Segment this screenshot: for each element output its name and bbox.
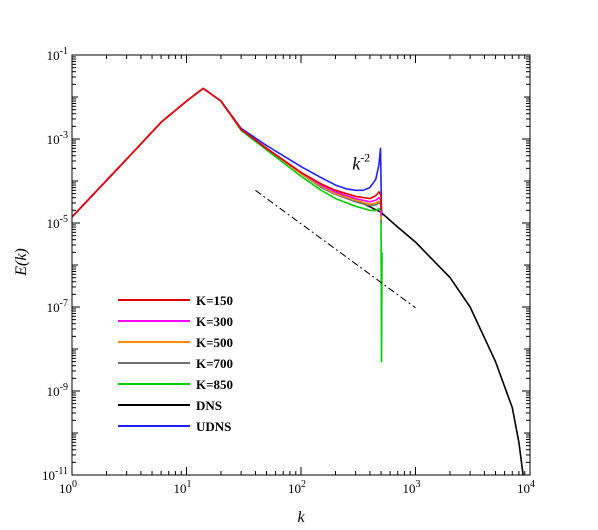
x-tick-label-exponent: 3 xyxy=(416,479,421,490)
slope-annotation-exponent: -2 xyxy=(360,150,370,164)
x-tick-label-base: 10 xyxy=(403,481,416,496)
legend-label-k-850: K=850 xyxy=(196,377,233,392)
slope-annotation-base: k xyxy=(352,153,361,173)
y-axis-label: E(k) xyxy=(13,248,30,277)
legend-label-k-700: K=700 xyxy=(196,356,233,371)
slope-reference-line xyxy=(255,189,416,309)
legend-label-udns: UDNS xyxy=(196,419,231,434)
y-tick-label-base: 10 xyxy=(42,468,55,483)
y-tick-label: 10-11 xyxy=(42,466,68,483)
x-axis-tick-labels: 100 101 102 103 104 xyxy=(59,479,535,496)
y-tick-label: 10-9 xyxy=(47,382,68,399)
x-tick-label-base: 10 xyxy=(174,481,187,496)
y-tick-label-exponent: -9 xyxy=(60,382,68,393)
legend-label-k-300: K=300 xyxy=(196,314,233,329)
y-tick-label: 10-5 xyxy=(47,214,68,231)
x-axis-ticks xyxy=(71,55,526,475)
y-tick-label: 10-7 xyxy=(47,298,68,315)
x-tick-label-exponent: 2 xyxy=(301,479,306,490)
plot-frame xyxy=(71,54,531,476)
series-lines xyxy=(71,87,524,476)
x-tick-label-base: 10 xyxy=(517,481,530,496)
slope-annotation: k-2 xyxy=(352,150,370,173)
y-tick-label: 10-3 xyxy=(47,130,68,147)
x-tick-label: 103 xyxy=(403,479,421,496)
x-axis-label: k xyxy=(297,509,305,526)
y-axis-tick-labels: 10-110-310-510-710-910-11 xyxy=(42,46,68,483)
y-tick-label-exponent: -5 xyxy=(60,214,68,225)
series-line-k-150 xyxy=(71,87,382,218)
x-tick-label-base: 10 xyxy=(59,481,72,496)
x-tick-label-exponent: 4 xyxy=(530,479,535,490)
legend-label-k-150: K=150 xyxy=(196,293,233,308)
legend: K=150 K=300 K=500 K=700 K=850 DNS UDNS xyxy=(118,293,233,434)
legend-label-dns: DNS xyxy=(196,398,222,413)
y-axis-ticks xyxy=(72,56,530,476)
y-tick-label-base: 10 xyxy=(47,48,60,63)
y-tick-label-base: 10 xyxy=(47,216,60,231)
x-tick-label-exponent: 0 xyxy=(72,479,77,490)
y-tick-label-exponent: -7 xyxy=(60,298,68,309)
y-tick-label-exponent: -11 xyxy=(55,466,68,477)
x-tick-label: 100 xyxy=(59,479,77,496)
x-tick-label: 102 xyxy=(288,479,306,496)
x-tick-label-exponent: 1 xyxy=(187,479,192,490)
y-tick-label-base: 10 xyxy=(47,132,60,147)
y-tick-label-base: 10 xyxy=(47,300,60,315)
x-tick-label: 104 xyxy=(517,479,535,496)
y-tick-label-exponent: -1 xyxy=(60,46,68,57)
y-tick-label-base: 10 xyxy=(47,384,60,399)
x-tick-label: 101 xyxy=(174,479,192,496)
x-tick-label-base: 10 xyxy=(288,481,301,496)
legend-label-k-500: K=500 xyxy=(196,335,233,350)
y-tick-label-exponent: -3 xyxy=(60,130,68,141)
y-tick-label: 10-1 xyxy=(47,46,68,63)
